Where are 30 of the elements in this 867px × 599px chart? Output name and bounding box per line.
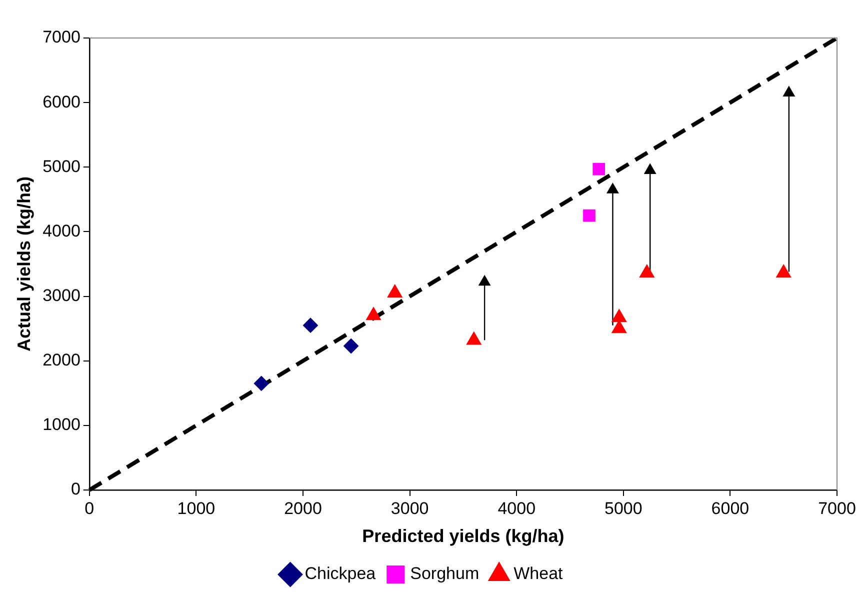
point [592,162,605,176]
x-tick-label: 7000 [818,498,856,518]
point [776,264,792,278]
legend-label: Sorghum [410,564,480,584]
x-tick-label: 2000 [284,498,322,518]
y-tick-label: 5000 [42,156,80,176]
x-tick-label: 0 [84,498,94,518]
x-tick-label: 4000 [498,498,536,518]
y-tick-label: 6000 [42,92,80,112]
x-axis-title: Predicted yields (kg/ha) [362,526,564,546]
point [366,307,381,320]
legend-label: Wheat [514,564,564,584]
y-tick-label: 1000 [42,415,80,434]
y-tick-label: 3000 [42,286,80,305]
legend-label: Chickpea [304,564,376,584]
y-axis-title: Actual yields (kg/ha) [14,176,34,352]
y-tick-label: 0 [70,480,80,499]
y-tick-label: 7000 [42,28,80,47]
x-tick-label: 5000 [604,498,642,518]
x-tick-label: 1000 [177,498,216,518]
y-tick-label: 2000 [42,350,80,370]
point [583,209,596,222]
x-tick-label: 3000 [390,498,429,518]
y-tick-label: 4000 [42,221,80,240]
x-tick-label: 6000 [711,498,750,518]
point [612,309,627,322]
point [387,284,402,298]
point [639,264,654,278]
point [466,332,482,345]
point [612,320,627,334]
